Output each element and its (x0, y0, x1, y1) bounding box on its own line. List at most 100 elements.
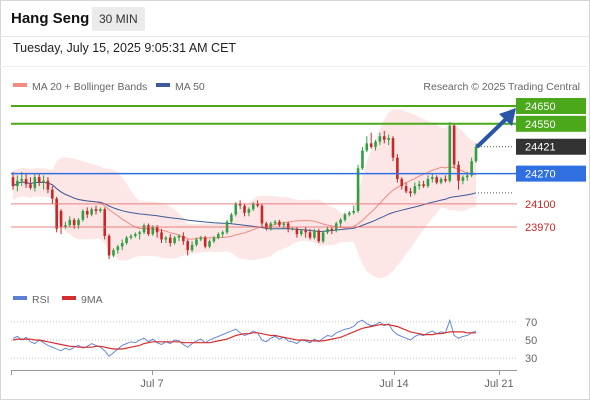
candle (234, 202, 238, 217)
candle-body (238, 203, 242, 206)
candle-body (291, 228, 294, 230)
candle-body (147, 225, 150, 235)
candle (99, 207, 102, 213)
candle (116, 244, 120, 254)
candle-body (339, 219, 342, 224)
candle (221, 230, 224, 238)
candle-body (256, 203, 259, 206)
candle (85, 207, 89, 219)
ma50-legend-swatch (156, 83, 170, 87)
candle (352, 205, 355, 215)
candle (387, 134, 390, 146)
candle-body (243, 205, 246, 213)
candle-body (182, 235, 185, 242)
candle-body (348, 212, 351, 215)
candle (120, 239, 124, 251)
credit-label: Research © 2025 Trading Central (423, 81, 580, 93)
candle-body (55, 198, 58, 229)
candle (90, 207, 93, 217)
candle-body (396, 157, 399, 179)
candle (308, 228, 312, 240)
candle (216, 232, 220, 240)
instrument-title: Hang Seng (11, 10, 90, 27)
candle (42, 175, 45, 190)
candle (103, 207, 107, 240)
candle (199, 235, 203, 242)
resistance-label: 24650 (525, 101, 556, 113)
candle-body (448, 125, 452, 181)
candle (112, 248, 115, 258)
candle (413, 182, 417, 195)
candle (457, 161, 460, 190)
candle (81, 209, 85, 222)
candle-body (409, 191, 412, 194)
candle-body (391, 138, 395, 158)
candle (182, 232, 185, 245)
candle-body (457, 164, 460, 181)
rsi-tick-label: 30 (525, 353, 537, 365)
candle (129, 234, 133, 240)
candle (260, 203, 264, 227)
candle (164, 235, 168, 244)
resistance-label-box (516, 98, 586, 114)
candle (212, 235, 216, 244)
x-tick-label: Jul 21 (484, 378, 513, 390)
candle (339, 218, 342, 227)
candle (326, 227, 329, 235)
candle (417, 180, 421, 190)
candle-body (382, 136, 386, 140)
candle-body (90, 209, 93, 215)
candle-body (461, 177, 465, 181)
candle-body (46, 180, 50, 190)
candle (33, 173, 37, 192)
candle (317, 228, 321, 244)
candle-body (247, 209, 251, 213)
candle-body (422, 184, 425, 187)
candle-body (125, 237, 128, 244)
candle-body (304, 230, 307, 233)
candle (59, 209, 63, 235)
candle (243, 203, 246, 217)
candle (273, 219, 277, 226)
candle (230, 212, 233, 224)
candle (361, 146, 364, 171)
candle (107, 234, 111, 260)
candle-body (11, 177, 15, 187)
rsi-legend-label: RSI (32, 294, 50, 306)
candle (265, 221, 268, 231)
candle (382, 130, 386, 144)
candle-body (365, 143, 369, 151)
candle (134, 232, 137, 238)
candle-body (168, 237, 172, 244)
candle (16, 175, 19, 192)
candle (24, 173, 28, 188)
candle (444, 175, 447, 183)
candle-body (42, 180, 45, 183)
candle (448, 122, 452, 183)
x-tick-label: Jul 14 (379, 378, 408, 390)
candle-body (16, 180, 19, 187)
candle (94, 205, 98, 215)
candle-body (343, 214, 347, 220)
interval-button[interactable]: 30 MIN (92, 7, 145, 31)
candle (147, 223, 150, 236)
candle (391, 136, 395, 162)
candle-body (77, 219, 80, 226)
candle-body (369, 143, 373, 147)
candle-body (474, 146, 478, 162)
candle (64, 221, 67, 229)
candle-body (404, 186, 408, 192)
candle (435, 175, 438, 185)
candle-body (278, 221, 281, 226)
candle (190, 241, 194, 252)
candle-body (155, 227, 159, 233)
candle (160, 228, 163, 244)
candle-body (431, 177, 434, 179)
candle (269, 221, 273, 231)
candle (295, 227, 299, 238)
rsi-line (12, 318, 477, 357)
candle-body (286, 223, 290, 229)
candle-body (112, 250, 115, 256)
candle-body (295, 228, 299, 235)
